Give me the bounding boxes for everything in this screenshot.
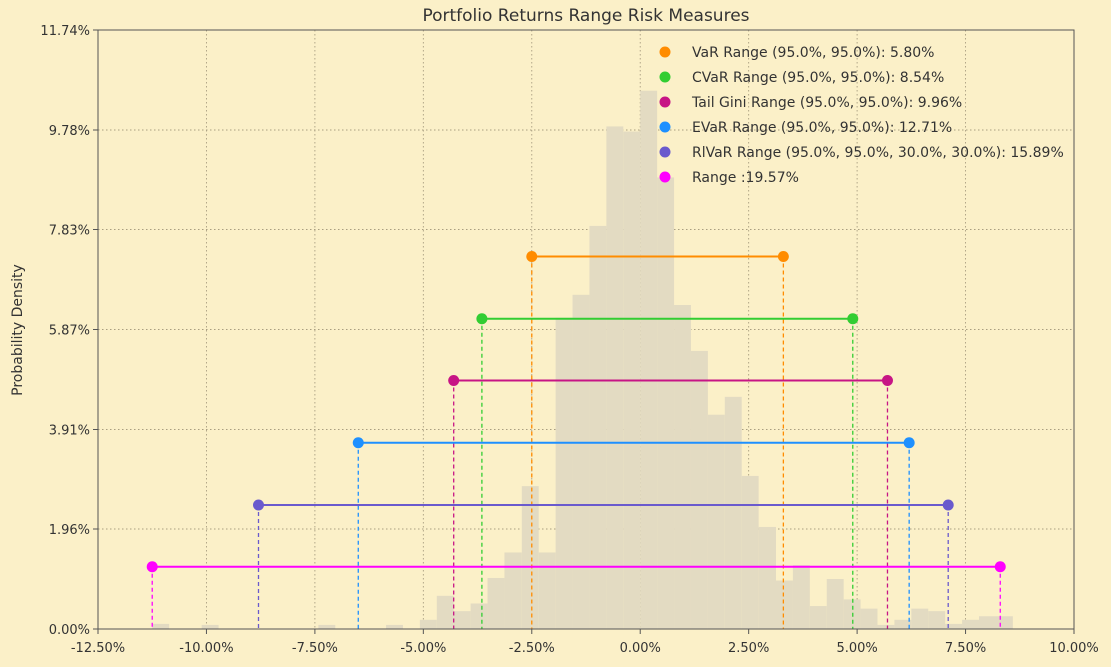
histogram-bar (809, 606, 827, 629)
y-tick-label: 0.00% (49, 623, 90, 638)
range-marker-low (476, 313, 488, 325)
histogram-bar (826, 578, 844, 629)
range-marker-high (881, 375, 893, 387)
legend-marker (659, 146, 671, 158)
histogram-bar (741, 475, 759, 629)
range-marker-low (252, 499, 264, 511)
range-marker-low (352, 437, 364, 449)
legend-label: Tail Gini Range (95.0%, 95.0%): 9.96% (691, 95, 962, 111)
histogram-bar (453, 611, 471, 629)
histogram-bar (758, 526, 776, 629)
histogram-bar (386, 624, 403, 629)
x-tick-label: -12.50% (71, 641, 125, 656)
histogram-bar (690, 350, 708, 629)
histogram-bar (572, 294, 590, 629)
histogram-bar (792, 565, 810, 629)
legend-item-6: Range :19.57% (659, 170, 799, 186)
histogram-bar (894, 619, 912, 629)
histogram-bar (419, 619, 437, 629)
histogram-bar (555, 317, 573, 629)
legend-item-1: VaR Range (95.0%, 95.0%): 5.80% (659, 45, 934, 61)
histogram-bar (318, 624, 336, 629)
x-tick-label: -5.00% (400, 641, 446, 656)
y-tick-label: 11.74% (40, 24, 90, 39)
tick-layer: -12.50% -10.00% -7.50% -5.00% -2.50% 0.00% 2.5… (40, 24, 1098, 656)
histogram-bar (911, 608, 929, 629)
series-layer (146, 251, 1006, 629)
chart-title: Portfolio Returns Range Risk Measures (422, 6, 749, 26)
histogram-bar (504, 552, 522, 629)
y-tick-label: 9.78% (49, 124, 90, 139)
legend-marker (659, 71, 671, 83)
y-axis-title: Probability Density (10, 264, 26, 396)
legend-label: EVaR Range (95.0%, 95.0%): 12.71% (692, 120, 952, 136)
range-series-4 (352, 437, 915, 629)
range-series-5 (252, 499, 954, 629)
legend-item-4: EVaR Range (95.0%, 95.0%): 12.71% (659, 120, 952, 136)
legend-marker (659, 46, 671, 58)
range-series-3 (448, 375, 893, 629)
x-tick-label: 0.00% (620, 641, 661, 656)
y-tick-label: 1.96% (49, 523, 90, 538)
histogram-bar (945, 623, 963, 629)
histogram-bar (860, 608, 878, 629)
x-tick-label: 7.50% (945, 641, 986, 656)
histogram-bar (657, 177, 675, 629)
legend-marker (659, 121, 671, 133)
legend-label: CVaR Range (95.0%, 95.0%): 8.54% (692, 70, 944, 86)
histogram-bar (470, 603, 488, 629)
y-tick-label: 5.87% (49, 324, 90, 339)
histogram-bar (606, 126, 624, 629)
legend-marker (659, 171, 671, 183)
histogram-bar (962, 619, 980, 629)
x-tick-label: -7.50% (292, 641, 338, 656)
range-marker-high (777, 251, 789, 263)
legend-label: Range :19.57% (692, 170, 799, 186)
x-tick-label: 10.00% (1049, 641, 1099, 656)
histogram-bar (979, 616, 1013, 629)
histogram-bar (928, 611, 946, 629)
range-series-2 (476, 313, 859, 629)
histogram-bar (843, 599, 861, 629)
range-marker-low (146, 561, 158, 573)
legend-item-5: RlVaR Range (95.0%, 95.0%, 30.0%, 30.0%)… (659, 145, 1064, 161)
histogram-bar (640, 90, 658, 629)
histogram-bar (521, 486, 539, 629)
legend-label: RlVaR Range (95.0%, 95.0%, 30.0%, 30.0%)… (692, 145, 1064, 161)
range-marker-high (994, 561, 1006, 573)
histogram-bar (724, 396, 742, 629)
x-tick-label: -10.00% (179, 641, 233, 656)
x-tick-label: 5.00% (836, 641, 877, 656)
legend-marker (659, 96, 671, 108)
range-series-6 (146, 561, 1006, 629)
legend-label: VaR Range (95.0%, 95.0%): 5.80% (692, 45, 934, 61)
range-marker-high (903, 437, 915, 449)
histogram-layer (152, 90, 1013, 630)
histogram-bar (674, 305, 691, 629)
histogram-bar (877, 624, 895, 629)
y-tick-label: 3.91% (49, 424, 90, 439)
legend-item-3: Tail Gini Range (95.0%, 95.0%): 9.96% (659, 95, 962, 111)
range-marker-high (942, 499, 954, 511)
histogram-bar (775, 580, 793, 629)
range-marker-high (847, 313, 859, 325)
histogram-bar (707, 414, 725, 629)
histogram-bar (201, 624, 219, 629)
histogram-bar (487, 577, 505, 629)
x-tick-label: -2.50% (509, 641, 555, 656)
histogram-bar (538, 552, 556, 629)
x-tick-label: 2.50% (728, 641, 769, 656)
legend: VaR Range (95.0%, 95.0%): 5.80% CVaR Rang… (659, 45, 1064, 186)
histogram-bar (152, 623, 170, 629)
histogram-bar (436, 595, 454, 629)
range-marker-low (448, 375, 460, 387)
histogram-bar (589, 225, 607, 629)
legend-item-2: CVaR Range (95.0%, 95.0%): 8.54% (659, 70, 944, 86)
y-tick-label: 7.83% (49, 223, 90, 238)
range-marker-low (526, 251, 538, 263)
